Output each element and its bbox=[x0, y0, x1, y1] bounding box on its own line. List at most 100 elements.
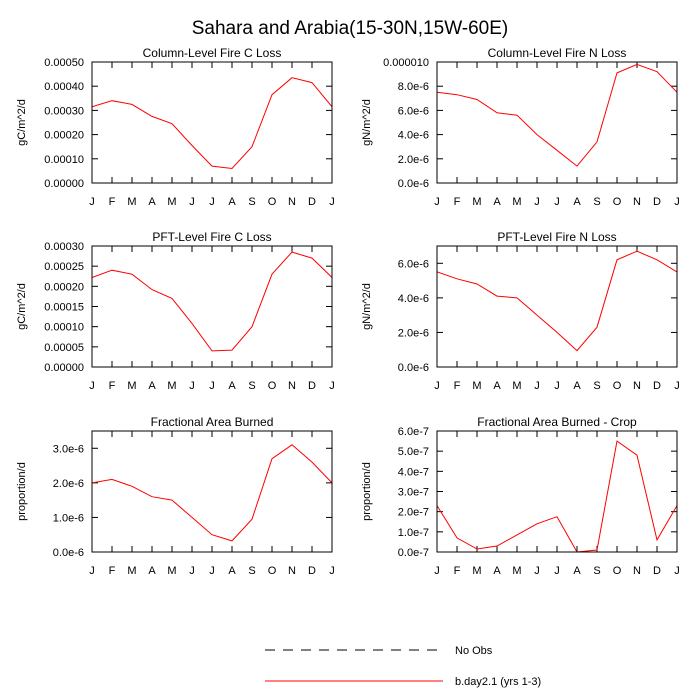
y-axis-label: gC/m^2/d bbox=[16, 283, 28, 330]
x-tick-label: J bbox=[189, 380, 195, 392]
y-tick-label: 6.0e-6 bbox=[398, 105, 429, 117]
x-tick-label: O bbox=[613, 196, 622, 208]
x-tick-label: D bbox=[653, 380, 661, 392]
panel-title: PFT-Level Fire N Loss bbox=[497, 230, 616, 244]
legend-label-no-obs: No Obs bbox=[455, 645, 493, 657]
y-tick-label: 1.0e-7 bbox=[398, 527, 429, 539]
x-tick-label: A bbox=[573, 196, 581, 208]
x-tick-label: D bbox=[308, 380, 316, 392]
x-tick-label: A bbox=[493, 565, 501, 577]
y-tick-label: 0.00010 bbox=[44, 322, 84, 334]
y-tick-label: 0.00025 bbox=[44, 261, 84, 273]
x-tick-label: F bbox=[109, 196, 116, 208]
y-tick-label: 0.00020 bbox=[44, 281, 84, 293]
y-tick-label: 0.00030 bbox=[44, 241, 84, 253]
x-tick-label: O bbox=[268, 380, 277, 392]
y-tick-label: 4.0e-6 bbox=[398, 293, 429, 305]
x-tick-label: M bbox=[167, 196, 176, 208]
x-tick-label: J bbox=[209, 565, 215, 577]
x-tick-label: A bbox=[573, 380, 581, 392]
x-tick-label: M bbox=[472, 380, 481, 392]
plot-frame bbox=[91, 61, 333, 184]
y-tick-label: 6.0e-6 bbox=[398, 258, 429, 270]
x-tick-label: J bbox=[554, 565, 560, 577]
x-tick-label: J bbox=[189, 196, 195, 208]
y-tick-label: 0.0e-7 bbox=[398, 547, 429, 559]
x-tick-label: J bbox=[534, 196, 540, 208]
x-tick-label: N bbox=[633, 380, 641, 392]
panel-title: Fractional Area Burned bbox=[151, 415, 274, 429]
x-tick-label: J bbox=[329, 565, 335, 577]
x-tick-label: O bbox=[268, 196, 277, 208]
x-tick-label: N bbox=[288, 380, 296, 392]
x-tick-label: N bbox=[288, 196, 296, 208]
x-tick-label: N bbox=[288, 565, 296, 577]
x-tick-label: M bbox=[472, 196, 481, 208]
x-tick-label: J bbox=[434, 196, 440, 208]
x-tick-label: S bbox=[248, 196, 255, 208]
x-tick-label: J bbox=[89, 565, 95, 577]
x-tick-label: F bbox=[109, 380, 116, 392]
plot-frame bbox=[436, 430, 678, 553]
y-tick-label: 0.00015 bbox=[44, 302, 84, 314]
x-tick-label: O bbox=[613, 565, 622, 577]
y-tick-label: 0.000010 bbox=[383, 57, 429, 69]
x-tick-label: J bbox=[329, 380, 335, 392]
plot-frame bbox=[436, 61, 678, 184]
x-tick-label: J bbox=[674, 380, 680, 392]
x-tick-label: J bbox=[209, 196, 215, 208]
y-tick-label: 1.0e-6 bbox=[53, 512, 84, 524]
x-tick-label: M bbox=[512, 380, 521, 392]
x-tick-label: A bbox=[228, 196, 236, 208]
panel-title: Column-Level Fire C Loss bbox=[143, 46, 282, 60]
series-line bbox=[92, 251, 332, 352]
x-tick-label: J bbox=[89, 196, 95, 208]
x-tick-label: F bbox=[454, 196, 461, 208]
x-tick-label: A bbox=[228, 565, 236, 577]
chart-panel: Fractional Area Burned - Crop proportion/… bbox=[361, 415, 680, 577]
x-tick-label: M bbox=[472, 565, 481, 577]
panel-title: Column-Level Fire N Loss bbox=[488, 46, 627, 60]
x-tick-label: J bbox=[434, 565, 440, 577]
y-tick-label: 0.00000 bbox=[44, 362, 84, 374]
plot-frame bbox=[436, 245, 678, 368]
y-tick-label: 0.0e-6 bbox=[53, 547, 84, 559]
plot-frame bbox=[91, 430, 333, 553]
x-tick-label: J bbox=[209, 380, 215, 392]
y-tick-label: 2.0e-6 bbox=[398, 154, 429, 166]
x-tick-label: N bbox=[633, 196, 641, 208]
x-tick-label: M bbox=[127, 196, 136, 208]
x-tick-label: A bbox=[148, 196, 156, 208]
series-line bbox=[92, 444, 332, 542]
x-tick-label: D bbox=[308, 196, 316, 208]
legend-label-model: b.day2.1 (yrs 1-3) bbox=[455, 676, 541, 688]
y-tick-label: 0.00040 bbox=[44, 81, 84, 93]
y-tick-label: 2.0e-7 bbox=[398, 507, 429, 519]
figure-title: Sahara and Arabia(15-30N,15W-60E) bbox=[192, 18, 509, 39]
x-tick-label: J bbox=[534, 565, 540, 577]
y-tick-label: 8.0e-6 bbox=[398, 81, 429, 93]
y-axis-label: gC/m^2/d bbox=[16, 99, 28, 146]
x-tick-label: D bbox=[653, 196, 661, 208]
x-tick-label: D bbox=[308, 565, 316, 577]
x-tick-label: J bbox=[329, 196, 335, 208]
y-tick-label: 3.0e-7 bbox=[398, 487, 429, 499]
y-tick-label: 4.0e-6 bbox=[398, 130, 429, 142]
x-tick-label: F bbox=[454, 565, 461, 577]
plot-frame bbox=[91, 245, 333, 368]
x-tick-label: J bbox=[434, 380, 440, 392]
y-axis-label: gN/m^2/d bbox=[361, 283, 373, 330]
x-tick-label: S bbox=[593, 380, 600, 392]
y-axis-label: proportion/d bbox=[361, 462, 373, 521]
y-tick-label: 0.00050 bbox=[44, 57, 84, 69]
x-tick-label: S bbox=[248, 565, 255, 577]
series-line bbox=[437, 440, 677, 552]
y-tick-label: 2.0e-6 bbox=[53, 478, 84, 490]
y-tick-label: 3.0e-6 bbox=[53, 443, 84, 455]
x-tick-label: A bbox=[228, 380, 236, 392]
x-tick-label: J bbox=[674, 196, 680, 208]
